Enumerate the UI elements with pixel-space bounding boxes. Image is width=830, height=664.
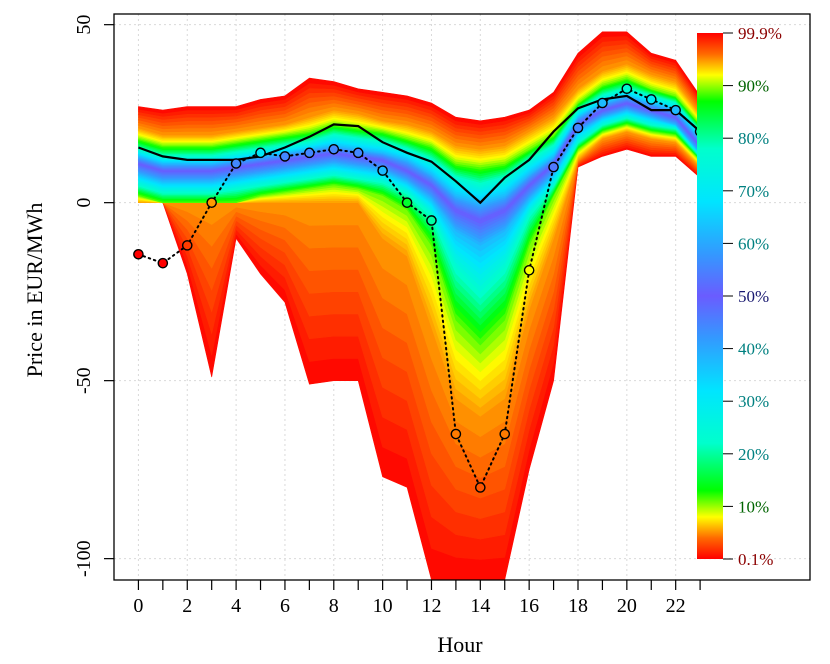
observed-point — [352, 147, 364, 159]
axes: 0 2 4 6 8 10 12 14 16 18 20 22 -100 -50 0 50 — [73, 15, 701, 617]
observed-point — [645, 94, 657, 105]
observed-point — [255, 147, 266, 159]
y-tick-label: -100 — [73, 540, 95, 577]
x-tick-label: 0 — [133, 595, 143, 617]
y-axis-title: Price in EUR/MWh — [22, 203, 47, 378]
quantile-bands — [138, 31, 701, 580]
observed-point — [206, 197, 217, 208]
observed-point — [597, 97, 608, 109]
median-line-group — [138, 94, 701, 205]
observed-point — [181, 240, 193, 251]
colorbar-label: 90% — [738, 77, 769, 96]
x-tick-label: 22 — [666, 595, 686, 617]
colorbar-label: 99.9% — [738, 24, 782, 43]
observed-point — [279, 151, 291, 162]
observed-point — [426, 215, 437, 226]
colorbar-label: 50% — [738, 287, 769, 306]
x-tick-label: 4 — [231, 595, 241, 617]
colorbar-label: 70% — [738, 182, 769, 201]
y-tick-label: -50 — [73, 367, 95, 394]
x-tick-label: 20 — [617, 595, 637, 617]
colorbar — [697, 33, 723, 559]
x-tick-label: 8 — [329, 595, 339, 617]
x-tick-label: 2 — [182, 595, 192, 617]
observed-point — [475, 482, 486, 493]
colorbar-label: 10% — [738, 497, 769, 516]
x-tick-label: 16 — [519, 595, 539, 617]
x-tick-label: 10 — [373, 595, 393, 617]
x-tick-label: 6 — [280, 595, 290, 617]
observed-point — [401, 197, 413, 208]
observed-point — [572, 122, 584, 134]
observed-point — [328, 143, 340, 155]
observed-point — [377, 165, 388, 176]
observed-point — [133, 248, 144, 260]
colorbar-label: 30% — [738, 392, 769, 411]
observed-point — [230, 158, 242, 169]
observed-point — [523, 265, 535, 276]
observed-point — [304, 147, 315, 159]
colorbar-label: 0.1% — [738, 550, 773, 569]
observed-point — [621, 83, 633, 95]
colorbar-label: 80% — [738, 129, 769, 148]
y-tick-label: 0 — [73, 198, 95, 208]
colorbar-label: 60% — [738, 234, 769, 253]
observed-point — [499, 428, 511, 440]
x-tick-label: 18 — [568, 595, 588, 617]
x-axis-title: Hour — [437, 632, 483, 657]
median-line — [138, 94, 701, 205]
observed-point — [450, 428, 462, 440]
x-tick-label: 12 — [421, 595, 441, 617]
observed-point — [157, 257, 169, 269]
colorbar-labels: 99.9% 90% 80% 70% 60% 50% 40% 30% 20% 10% 0.1% — [723, 24, 782, 569]
observed-price-series — [133, 83, 706, 493]
x-tick-label: 14 — [470, 595, 490, 617]
plot-frame — [113, 13, 811, 581]
observed-point — [670, 104, 681, 116]
y-tick-label: 50 — [73, 15, 95, 35]
colorbar-label: 40% — [738, 340, 769, 359]
colorbar-label: 20% — [738, 445, 769, 464]
observed-point — [548, 161, 559, 173]
